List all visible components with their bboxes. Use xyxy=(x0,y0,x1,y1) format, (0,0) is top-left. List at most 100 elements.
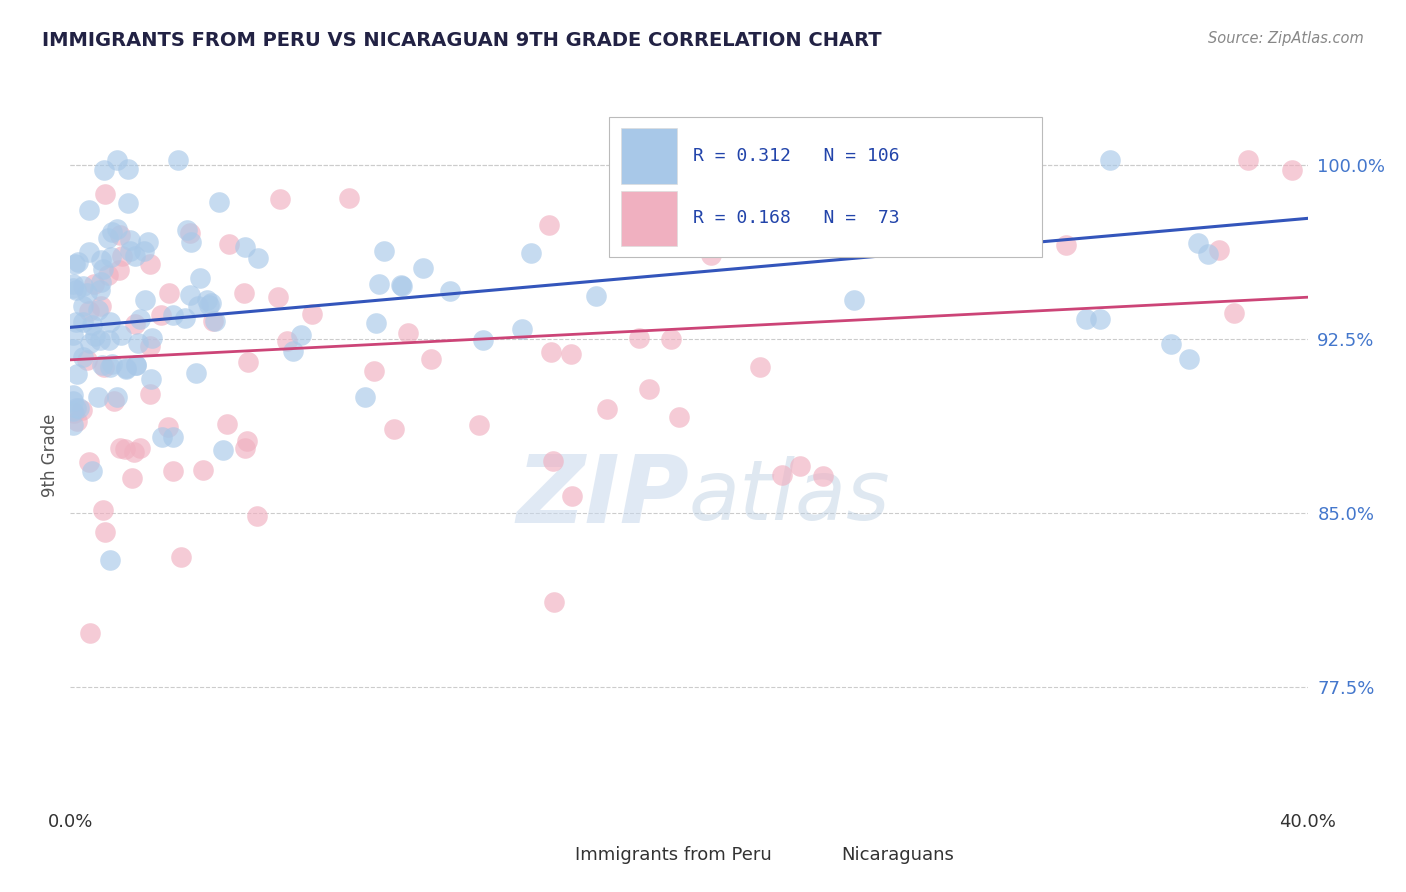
Point xyxy=(86,303,108,318)
Point xyxy=(540,345,562,359)
Point xyxy=(382,422,405,436)
Point xyxy=(638,382,661,396)
Point xyxy=(538,218,561,232)
Point xyxy=(72,299,94,313)
Point xyxy=(1208,243,1230,257)
Point xyxy=(197,293,219,307)
Point xyxy=(246,252,269,266)
Point xyxy=(62,393,84,408)
Point xyxy=(1222,305,1244,319)
Point xyxy=(235,441,257,455)
Point xyxy=(134,244,156,258)
Point xyxy=(98,359,121,374)
Point xyxy=(659,332,682,346)
Point xyxy=(162,308,184,322)
Point xyxy=(770,468,793,483)
Point xyxy=(281,344,304,359)
Point xyxy=(389,277,412,292)
Point xyxy=(65,314,87,328)
Point xyxy=(232,285,254,300)
Point xyxy=(218,236,240,251)
Point xyxy=(103,394,125,409)
Point xyxy=(98,314,121,328)
Point xyxy=(176,223,198,237)
Point xyxy=(391,279,413,293)
Point xyxy=(125,358,148,372)
Point xyxy=(191,463,214,477)
Point xyxy=(62,388,84,402)
Point xyxy=(105,390,128,404)
FancyBboxPatch shape xyxy=(782,841,831,872)
Point xyxy=(121,471,143,485)
FancyBboxPatch shape xyxy=(516,841,565,872)
Text: Immigrants from Peru: Immigrants from Peru xyxy=(575,846,772,864)
Point xyxy=(301,307,323,321)
Point xyxy=(80,318,103,332)
Point xyxy=(368,277,391,291)
Point xyxy=(200,295,222,310)
Text: Source: ZipAtlas.com: Source: ZipAtlas.com xyxy=(1208,31,1364,46)
FancyBboxPatch shape xyxy=(621,128,676,184)
Point xyxy=(100,250,122,264)
Point xyxy=(141,331,163,345)
Point xyxy=(519,246,541,260)
Point xyxy=(1160,337,1182,351)
Point xyxy=(1074,312,1097,326)
Point xyxy=(1237,153,1260,168)
Point xyxy=(763,167,786,181)
Point xyxy=(77,202,100,217)
Point xyxy=(97,268,120,283)
Point xyxy=(179,288,201,302)
Point xyxy=(77,455,100,469)
Point xyxy=(412,261,434,276)
Point xyxy=(76,353,98,368)
Point xyxy=(63,406,86,420)
Point xyxy=(62,418,84,433)
Point xyxy=(83,277,105,292)
Point xyxy=(67,401,90,415)
Point xyxy=(364,316,387,330)
Point xyxy=(105,153,128,168)
Point xyxy=(139,387,162,401)
Point xyxy=(139,257,162,271)
Point xyxy=(170,549,193,564)
Point xyxy=(560,347,582,361)
Point xyxy=(105,222,128,236)
Point xyxy=(110,441,132,455)
Point xyxy=(115,362,138,376)
Point xyxy=(202,314,225,328)
Point xyxy=(212,443,235,458)
Point xyxy=(129,441,152,455)
Point xyxy=(510,322,533,336)
Point xyxy=(136,235,159,249)
Point xyxy=(67,254,90,268)
Point xyxy=(204,314,226,328)
Point xyxy=(98,333,121,347)
Text: R = 0.168   N =  73: R = 0.168 N = 73 xyxy=(693,210,900,227)
Point xyxy=(79,625,101,640)
Point xyxy=(93,525,115,540)
Point xyxy=(471,333,494,347)
Point xyxy=(62,342,84,356)
Point xyxy=(141,371,163,385)
Point xyxy=(337,191,360,205)
Point xyxy=(180,235,202,249)
Point xyxy=(439,284,461,298)
Point xyxy=(122,445,145,459)
Point xyxy=(111,249,134,263)
Point xyxy=(1090,312,1112,326)
Point xyxy=(543,595,565,609)
Y-axis label: 9th Grade: 9th Grade xyxy=(41,413,59,497)
Point xyxy=(108,262,131,277)
Point xyxy=(89,283,111,297)
Point xyxy=(246,508,269,523)
Point xyxy=(543,453,565,467)
Point xyxy=(585,289,607,303)
Point xyxy=(65,401,87,415)
Text: atlas: atlas xyxy=(689,456,890,537)
Point xyxy=(110,328,132,343)
Point xyxy=(91,261,114,276)
Point xyxy=(79,336,101,351)
Point xyxy=(186,367,208,381)
Point xyxy=(842,293,865,308)
